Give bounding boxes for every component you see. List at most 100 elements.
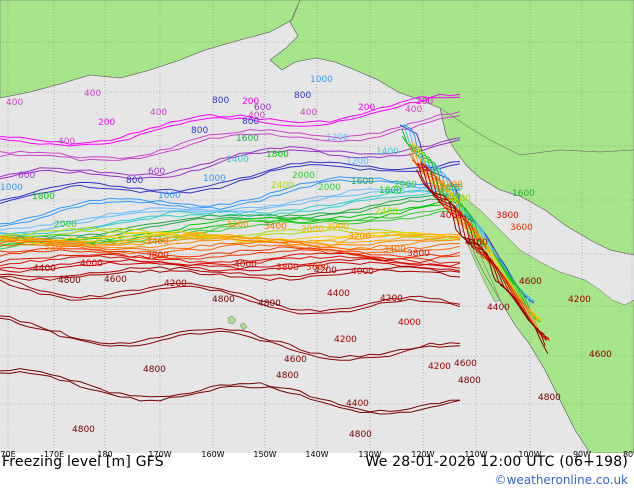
contour-label-4000: 4000 xyxy=(398,318,421,328)
contour-label-1800: 1800 xyxy=(379,186,402,196)
contour-line xyxy=(0,371,461,415)
contour-label-4800: 4800 xyxy=(538,393,561,403)
contour-label-3400: 3400 xyxy=(264,222,287,232)
contour-line-coastal xyxy=(417,163,550,341)
contour-line xyxy=(0,176,461,225)
coastline-alaska xyxy=(269,21,634,256)
contour-label-4200: 4200 xyxy=(314,266,337,276)
contour-label-800: 800 xyxy=(242,117,259,127)
contour-label-4800: 4800 xyxy=(143,365,166,375)
contour-label-3200: 3200 xyxy=(44,243,67,253)
contour-line xyxy=(0,195,461,242)
contour-label-1200: 1200 xyxy=(326,133,349,143)
contour-label-200: 200 xyxy=(358,103,375,113)
contour-label-600: 600 xyxy=(18,171,35,181)
contour-label-3200: 3200 xyxy=(348,232,371,242)
contour-label-4000: 4000 xyxy=(351,267,374,277)
contour-label-3800: 3800 xyxy=(407,249,430,259)
longitude-tick-label: 80W xyxy=(622,450,634,459)
contour-line xyxy=(0,279,461,315)
contour-label-4000: 4000 xyxy=(80,259,103,269)
contour-label-4800: 4800 xyxy=(212,295,235,305)
contour-line xyxy=(0,179,460,227)
contour-label-2000: 2000 xyxy=(318,183,341,193)
contour-label-2000: 2000 xyxy=(440,183,463,193)
longitude-tick-label: 160W xyxy=(201,450,225,459)
contour-line xyxy=(0,115,461,162)
contour-line-coastal xyxy=(408,152,543,338)
contour-line xyxy=(0,111,461,160)
contour-line xyxy=(0,238,461,250)
contour-label-4200: 4200 xyxy=(334,335,357,345)
contour-line xyxy=(0,269,461,281)
contour-line xyxy=(0,243,461,255)
contour-label-2000: 2000 xyxy=(394,180,417,190)
graticule xyxy=(0,0,634,453)
contour-line xyxy=(0,261,461,273)
valid-time: We 28-01-2026 12:00 UTC (06+198) xyxy=(365,454,628,470)
contour-label-600: 600 xyxy=(148,167,165,177)
contour-label-4400: 4400 xyxy=(327,289,350,299)
contour-line xyxy=(0,317,461,361)
contour-label-1800: 1800 xyxy=(266,150,289,160)
contour-label-600: 600 xyxy=(254,103,271,113)
contour-label-4200: 4200 xyxy=(568,295,591,305)
copyright-link[interactable]: ©weatheronline.co.uk xyxy=(494,473,628,487)
contour-label-400: 400 xyxy=(300,108,317,118)
contour-label-1000: 1000 xyxy=(310,75,333,85)
longitude-tick-label: 140W xyxy=(305,450,329,459)
contour-line xyxy=(0,93,461,145)
contour-label-200: 200 xyxy=(242,97,259,107)
coastline-siberia xyxy=(0,0,301,99)
land-layer xyxy=(0,0,634,453)
contour-label-3200: 3200 xyxy=(226,220,249,230)
contour-label-4200: 4200 xyxy=(380,294,403,304)
contour-label-3600: 3600 xyxy=(306,263,329,273)
contour-label-4600: 4600 xyxy=(284,355,307,365)
contour-line xyxy=(0,266,461,278)
contour-label-1600: 1600 xyxy=(512,189,535,199)
contour-label-3000: 3000 xyxy=(326,222,349,232)
contour-label-4600: 4600 xyxy=(454,359,477,369)
contour-label-3600: 3600 xyxy=(510,223,533,233)
longitude-tick-label: 170E xyxy=(43,450,65,459)
longitude-tick-label: 90W xyxy=(572,450,592,459)
contour-label-3400: 3400 xyxy=(146,237,169,247)
contour-label-3400: 3400 xyxy=(383,245,406,255)
contour-line xyxy=(0,186,461,231)
contour-lines xyxy=(0,93,550,415)
contour-label-2400: 2400 xyxy=(271,181,294,191)
contour-label-400: 400 xyxy=(150,108,167,118)
contour-label-3000: 3000 xyxy=(182,231,205,241)
contour-label-4800: 4800 xyxy=(276,371,299,381)
contour-line xyxy=(0,230,461,242)
contour-label-4400: 4400 xyxy=(33,264,56,274)
longitude-tick-label: 130W xyxy=(358,450,382,459)
contour-line xyxy=(0,246,461,258)
contour-label-2000: 2000 xyxy=(54,220,77,230)
contour-label-200: 200 xyxy=(98,118,115,128)
contour-label-4800: 4800 xyxy=(458,376,481,386)
longitude-tick-label: 180 xyxy=(97,450,113,459)
map-canvas: 400 400 400 400 400 400 400 1000 1000 1000 1000 200… xyxy=(0,0,634,453)
contour-label-4000: 4000 xyxy=(234,260,257,270)
contour-label-1400: 1400 xyxy=(376,147,399,157)
contour-label-400: 400 xyxy=(58,137,75,147)
contour-line xyxy=(0,96,461,147)
contour-label-4800: 4800 xyxy=(258,299,281,309)
contour-label-800: 800 xyxy=(212,96,229,106)
contour-label-200: 200 xyxy=(416,97,433,107)
contour-label-1600: 1600 xyxy=(351,177,374,187)
contour-line xyxy=(0,206,461,248)
contour-line xyxy=(0,368,461,413)
contour-label-1800: 1800 xyxy=(32,192,55,202)
contour-line xyxy=(0,315,461,359)
contour-line xyxy=(0,232,461,244)
contour-label-4200: 4200 xyxy=(164,279,187,289)
contour-line xyxy=(0,194,461,239)
contour-label-400: 400 xyxy=(6,98,23,108)
contour-label-4400: 4400 xyxy=(465,238,488,248)
contour-line xyxy=(0,258,461,270)
contour-label-4400: 4400 xyxy=(487,303,510,313)
contour-label-4400: 4400 xyxy=(346,399,369,409)
